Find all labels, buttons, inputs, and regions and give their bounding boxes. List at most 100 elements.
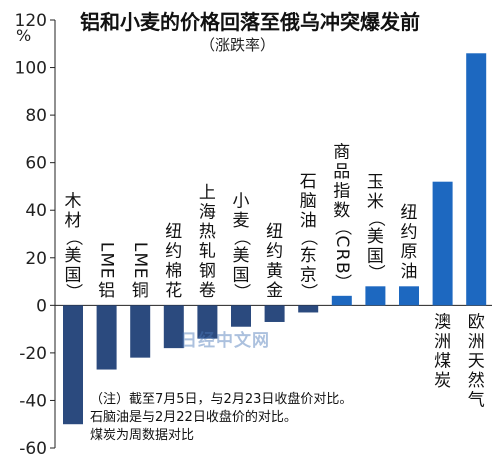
category-label-char: M — [97, 253, 117, 268]
category-label-char: 小 — [233, 192, 250, 212]
bar-2 — [130, 305, 151, 358]
category-label-char: 品 — [333, 162, 350, 182]
category-label-char: 麦 — [233, 211, 250, 231]
category-label-char: 纽 — [266, 222, 283, 242]
bar-6 — [264, 305, 285, 322]
category-label-char: 商 — [333, 142, 350, 162]
category-label-char: ） — [298, 283, 318, 300]
category-label-char: 铝 — [98, 281, 115, 301]
y-tick-label: 120 — [15, 11, 47, 31]
bar-12 — [466, 53, 487, 306]
category-label-char: E — [97, 268, 117, 279]
y-tick-label: 100 — [15, 59, 47, 79]
category-label-char: 石 — [300, 172, 317, 192]
category-label-char: （ — [63, 229, 83, 246]
y-tick-label: 20 — [25, 249, 47, 269]
category-label-char: 油 — [401, 262, 418, 282]
category-label-char: C — [332, 235, 352, 247]
note-line-3: 煤炭为周数据对比 — [90, 428, 195, 443]
category-label-char: 国 — [65, 266, 82, 286]
category-label-char: 天 — [468, 351, 485, 371]
note-line-2: 石脑油是与2月22日收盘价的对比。 — [90, 410, 297, 425]
category-label-char: 美 — [233, 246, 250, 266]
category-label-char: 欧 — [468, 312, 485, 332]
category-label-char: 米 — [367, 192, 384, 212]
bar-5 — [231, 305, 251, 327]
y-axis-unit: % — [16, 26, 32, 45]
category-label-char: 洲 — [434, 332, 451, 352]
category-label-char: 卷 — [199, 281, 216, 301]
category-label-char: 脑 — [300, 192, 317, 212]
category-label-char: 煤 — [434, 351, 451, 371]
category-label-char: 炭 — [434, 371, 451, 391]
category-label-char: M — [130, 253, 150, 268]
chart-title: 铝和小麦的价格回落至俄乌冲突爆发前 — [80, 10, 420, 34]
category-label-char: 纽 — [401, 203, 418, 223]
category-label-char: 材 — [65, 211, 82, 231]
category-label-char: 钢 — [199, 261, 216, 281]
category-label-char: 京 — [300, 266, 317, 286]
bars — [63, 53, 487, 425]
category-label-char: 澳 — [434, 312, 451, 332]
category-label-char: 国 — [233, 266, 250, 286]
category-label-char: 约 — [165, 242, 182, 262]
category-label-char: 纽 — [165, 222, 182, 242]
category-label-char: 原 — [401, 242, 418, 262]
category-label-char: 金 — [266, 281, 283, 301]
note-line-1: （注）截至7月5日，与2月23日收盘价对比。 — [90, 392, 353, 407]
y-tick-label: 0 — [36, 296, 47, 316]
category-label-char: 气 — [468, 391, 485, 411]
bar-11 — [432, 181, 453, 306]
bar-8 — [331, 295, 352, 306]
category-label-char: L — [97, 242, 117, 252]
y-tick-label: 60 — [25, 154, 47, 174]
category-label-char: 油 — [300, 211, 317, 231]
bar-9 — [365, 286, 386, 306]
category-label-char: 指 — [333, 181, 350, 201]
category-label-char: 国 — [367, 246, 384, 266]
bar-0 — [63, 305, 83, 425]
y-tick-label: 40 — [25, 201, 47, 221]
category-label-char: 上 — [199, 183, 216, 203]
category-label-char: 木 — [65, 192, 82, 212]
bar-3 — [163, 305, 184, 349]
category-label-char: 美 — [367, 227, 384, 247]
category-label-char: 约 — [401, 223, 418, 243]
y-tick-label: -20 — [19, 344, 47, 364]
category-label-char: E — [130, 268, 150, 279]
category-label-char: 玉 — [367, 173, 384, 193]
category-label-char: （ — [231, 229, 251, 246]
category-label-char: 热 — [199, 222, 216, 242]
category-label-char: 轧 — [199, 242, 216, 262]
bar-10 — [399, 286, 419, 306]
y-axis-ticks: -60 -40 -20 0 20 40 60 80 100 120 — [15, 11, 55, 459]
category-label-char: ） — [63, 283, 83, 300]
y-tick-label: -40 — [19, 391, 47, 411]
category-label-char: （ — [298, 229, 318, 246]
category-label-char: （ — [365, 210, 385, 227]
category-labels: 木材（美国）LME铝LME铜纽约棉花上海热轧钢卷小麦（美国）纽约黄金石脑油（东京… — [63, 142, 485, 410]
category-label-char: ） — [365, 264, 385, 281]
category-label-char: 然 — [468, 371, 485, 391]
category-label-char: 海 — [199, 203, 216, 223]
y-tick-label: -60 — [19, 439, 47, 459]
category-label-char: ） — [332, 274, 352, 291]
category-label-char: 约 — [266, 242, 283, 262]
category-label-char: 花 — [165, 281, 182, 301]
y-tick-label: 80 — [25, 106, 47, 126]
category-label-char: 东 — [300, 246, 317, 266]
category-label-char: 洲 — [468, 332, 485, 352]
category-label-char: ） — [231, 283, 251, 300]
category-label-char: 美 — [65, 246, 82, 266]
bar-1 — [96, 305, 117, 370]
category-label-char: 黄 — [266, 261, 283, 281]
category-label-char: 铜 — [132, 281, 149, 301]
watermark: 日经中文网 — [180, 331, 270, 351]
category-label-char: B — [332, 262, 352, 274]
chart-subtitle: （涨跌率） — [200, 36, 276, 54]
category-label-char: （ — [332, 219, 352, 236]
category-label-char: R — [332, 249, 352, 261]
category-label-char: 棉 — [165, 261, 182, 281]
category-label-char: L — [130, 242, 150, 252]
